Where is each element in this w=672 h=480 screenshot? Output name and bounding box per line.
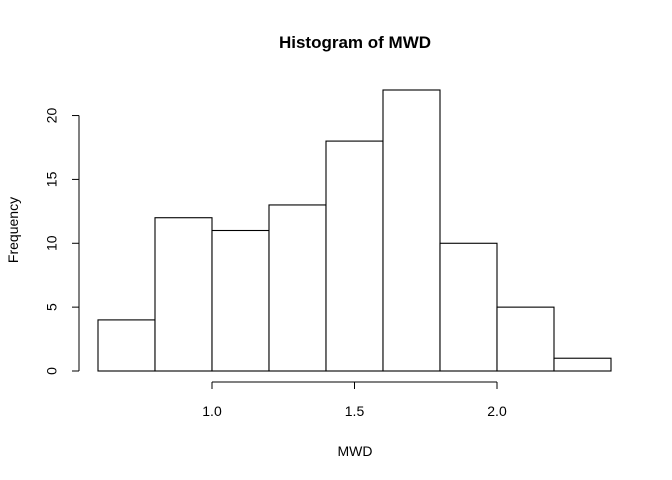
bar-1 (97, 319, 156, 372)
bar-6 (382, 89, 441, 372)
x-tick-label-3: 2.0 (487, 403, 507, 419)
y-tick-label-3: 10 (44, 235, 60, 251)
x-axis-label: MWD (338, 443, 373, 459)
x-tick-label-1: 1.0 (202, 403, 222, 419)
y-tick-label-5: 20 (44, 108, 60, 124)
chart-title: Histogram of MWD (279, 33, 431, 52)
y-tick-label-2: 5 (44, 303, 60, 311)
bars (97, 89, 612, 372)
bar-9 (553, 357, 612, 372)
y-tick-label-4: 15 (44, 171, 60, 187)
bar-8 (496, 306, 555, 372)
bar-7 (439, 242, 498, 372)
bar-4 (268, 204, 327, 372)
y-tick-label-1: 0 (44, 367, 60, 375)
x-axis: 1.0 1.5 2.0 (202, 381, 507, 419)
x-tick-label-2: 1.5 (345, 403, 365, 419)
bar-5 (325, 140, 384, 372)
y-axis: 0 5 10 15 20 (44, 108, 80, 375)
bar-2 (154, 217, 213, 372)
bar-3 (211, 229, 270, 372)
y-axis-label: Frequency (5, 197, 21, 263)
